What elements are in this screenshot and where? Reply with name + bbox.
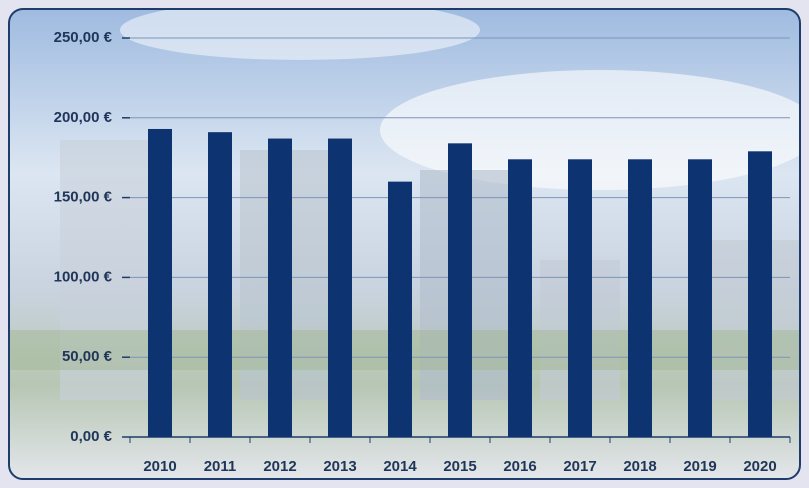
bar [268, 138, 292, 437]
x-tick-label: 2017 [563, 458, 596, 475]
x-tick-label: 2011 [204, 458, 237, 475]
bar [388, 181, 412, 437]
x-tick-label: 2019 [683, 458, 716, 475]
y-tick-label: 250,00 € [54, 29, 113, 46]
bar [328, 138, 352, 437]
x-tick-label: 2014 [383, 458, 417, 475]
bar [508, 159, 532, 437]
y-tick-label: 0,00 € [70, 428, 112, 445]
x-tick-label: 2018 [623, 458, 656, 475]
y-tick-label: 200,00 € [54, 109, 113, 126]
bar [568, 159, 592, 437]
x-tick-label: 2013 [323, 458, 356, 475]
bar [688, 159, 712, 437]
x-tick-label: 2016 [503, 458, 536, 475]
bar [148, 128, 172, 438]
bar [208, 132, 232, 437]
x-tick-label: 2020 [743, 458, 776, 475]
y-tick-label: 100,00 € [54, 268, 113, 285]
x-tick-label: 2012 [263, 458, 296, 475]
bar [628, 159, 652, 437]
bar [448, 143, 472, 437]
frame [8, 8, 801, 480]
x-tick-label: 2015 [443, 458, 476, 475]
y-tick-label: 50,00 € [62, 348, 113, 365]
y-tick-label: 150,00 € [54, 189, 113, 206]
bar [748, 151, 772, 438]
x-tick-label: 2010 [143, 458, 176, 475]
